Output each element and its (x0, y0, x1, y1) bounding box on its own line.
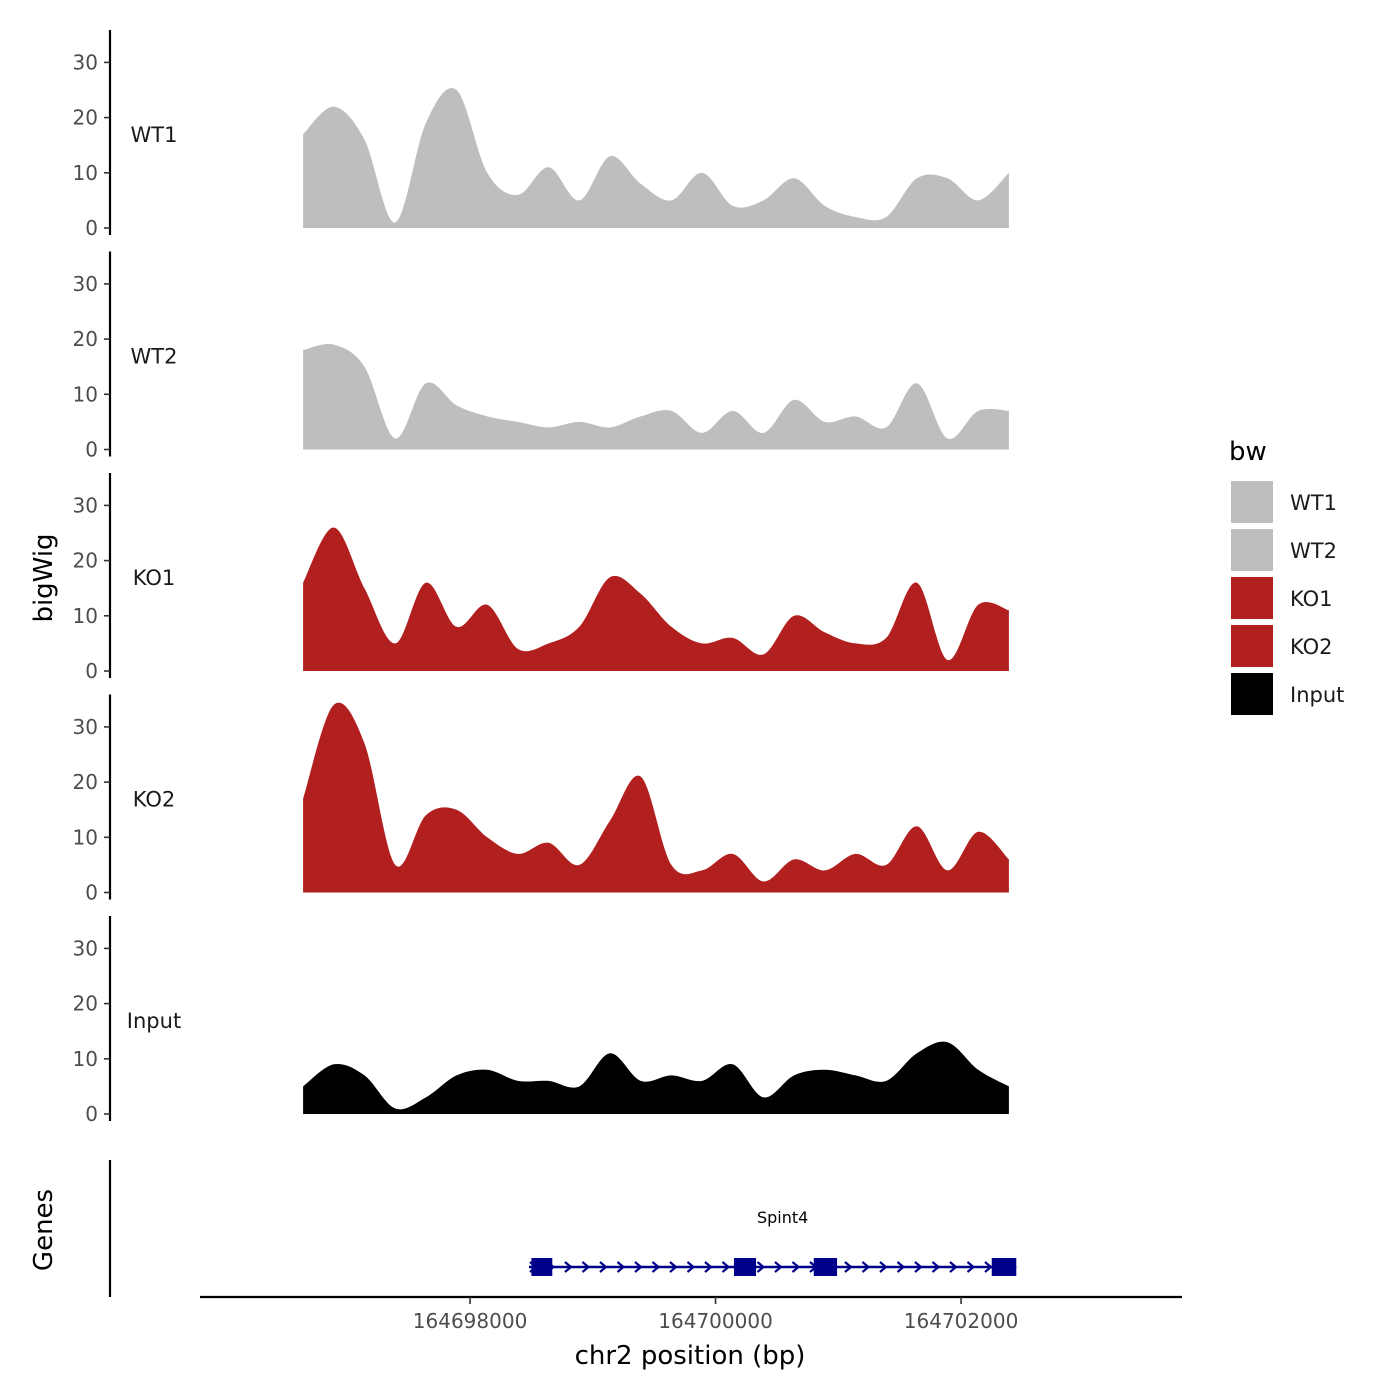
legend: bw WT1 WT2 KO1 KO2 Input (1229, 437, 1344, 717)
y-tick-label: 30 (73, 715, 98, 739)
y-tick-label: 10 (73, 382, 98, 406)
legend-label: WT1 (1290, 491, 1337, 515)
track-ko1: 0 10 20 30 KO1 (73, 473, 1009, 683)
y-tick-label: 10 (73, 825, 98, 849)
track-label: KO2 (133, 788, 176, 812)
strand-arrow-icon (949, 1261, 958, 1273)
strand-arrow-icon (704, 1261, 713, 1273)
legend-item-wt1: WT1 (1229, 479, 1337, 525)
coverage-area-ko2 (303, 702, 1009, 893)
legend-label: WT2 (1290, 539, 1337, 563)
strand-arrow-icon (581, 1261, 591, 1273)
strand-arrow-icon (984, 1261, 993, 1273)
track-wt1: 0 10 20 30 WT1 (73, 30, 1009, 240)
y-tick-label: 20 (73, 992, 98, 1016)
track-ko2: 0 10 20 30 KO2 (73, 694, 1009, 905)
coverage-area-input (303, 1041, 1009, 1114)
strand-arrow-icon (966, 1261, 976, 1273)
y-tick-label: 0 (85, 881, 98, 905)
track-label: WT1 (131, 123, 178, 147)
strand-arrow-icon (686, 1261, 696, 1273)
strand-arrow-icon (599, 1261, 608, 1273)
strand-arrow-icon (896, 1261, 906, 1273)
legend-swatch (1229, 575, 1275, 621)
strand-arrow-icon (756, 1261, 766, 1273)
legend-swatch (1229, 479, 1275, 525)
exon (813, 1258, 838, 1276)
legend-label: KO1 (1290, 587, 1333, 611)
x-axis-title: chr2 position (bp) (575, 1341, 806, 1371)
exon (531, 1258, 553, 1276)
track-input: 0 10 20 30 Input (73, 916, 1009, 1126)
y-tick-label: 30 (73, 272, 98, 296)
gene-label: Spint4 (757, 1208, 808, 1227)
track-label: KO1 (133, 566, 176, 590)
legend-item-input: Input (1229, 671, 1344, 717)
y-tick-label: 0 (85, 1102, 98, 1126)
exon (991, 1258, 1017, 1276)
x-tick-label: 164702000 (904, 1309, 1019, 1333)
y-tick-label: 0 (85, 659, 98, 683)
genes-panel: 164698000 164700000 164702000 Spint4 (108, 1160, 1182, 1333)
tracks-panel: 0 10 20 30 WT1 0 10 20 30 WT2 0 10 20 30 KO1 0 10 20 30 KO2… (73, 30, 1009, 1126)
legend-swatch (1229, 671, 1275, 717)
y-tick-label: 20 (73, 549, 98, 573)
x-tick-label: 164698000 (413, 1309, 528, 1333)
strand-arrow-icon (669, 1261, 678, 1273)
strand-arrow-icon (914, 1261, 923, 1273)
y-axis-title: bigWig (29, 533, 59, 622)
y-tick-label: 30 (73, 50, 98, 74)
y-tick-label: 20 (73, 770, 98, 794)
strand-arrow-icon (634, 1261, 643, 1273)
y-tick-label: 30 (73, 936, 98, 960)
track-wt2: 0 10 20 30 WT2 (73, 251, 1009, 462)
exon (733, 1258, 757, 1276)
strand-arrow-icon (844, 1261, 853, 1273)
coverage-area-wt1 (303, 88, 1009, 229)
legend-item-ko1: KO1 (1229, 575, 1333, 621)
strand-arrow-icon (651, 1261, 661, 1273)
legend-label: Input (1290, 683, 1344, 707)
strand-arrow-icon (861, 1261, 871, 1273)
track-label: Input (127, 1009, 181, 1033)
legend-item-wt2: WT2 (1229, 527, 1337, 573)
strand-arrow-icon (616, 1261, 626, 1273)
legend-swatch (1229, 527, 1275, 573)
coverage-area-ko1 (303, 527, 1009, 671)
strand-arrow-icon (564, 1261, 573, 1273)
strand-arrow-icon (774, 1261, 783, 1273)
strand-arrow-icon (931, 1261, 941, 1273)
strand-arrow-icon (791, 1261, 801, 1273)
strand-arrow-icon (879, 1261, 888, 1273)
legend-label: KO2 (1290, 635, 1333, 659)
y-tick-label: 10 (73, 604, 98, 628)
x-tick-label: 164700000 (658, 1309, 773, 1333)
coverage-area-wt2 (303, 344, 1009, 450)
legend-item-ko2: KO2 (1229, 623, 1333, 669)
y-tick-label: 20 (73, 327, 98, 351)
y-tick-label: 0 (85, 216, 98, 240)
genes-axis-title: Genes (29, 1189, 59, 1271)
y-tick-label: 10 (73, 161, 98, 185)
strand-arrow-icon (721, 1261, 731, 1273)
y-tick-label: 20 (73, 106, 98, 130)
y-tick-label: 30 (73, 493, 98, 517)
legend-title: bw (1229, 437, 1267, 467)
y-tick-label: 0 (85, 438, 98, 462)
y-tick-label: 10 (73, 1047, 98, 1071)
track-label: WT2 (131, 345, 178, 369)
legend-swatch (1229, 623, 1275, 669)
